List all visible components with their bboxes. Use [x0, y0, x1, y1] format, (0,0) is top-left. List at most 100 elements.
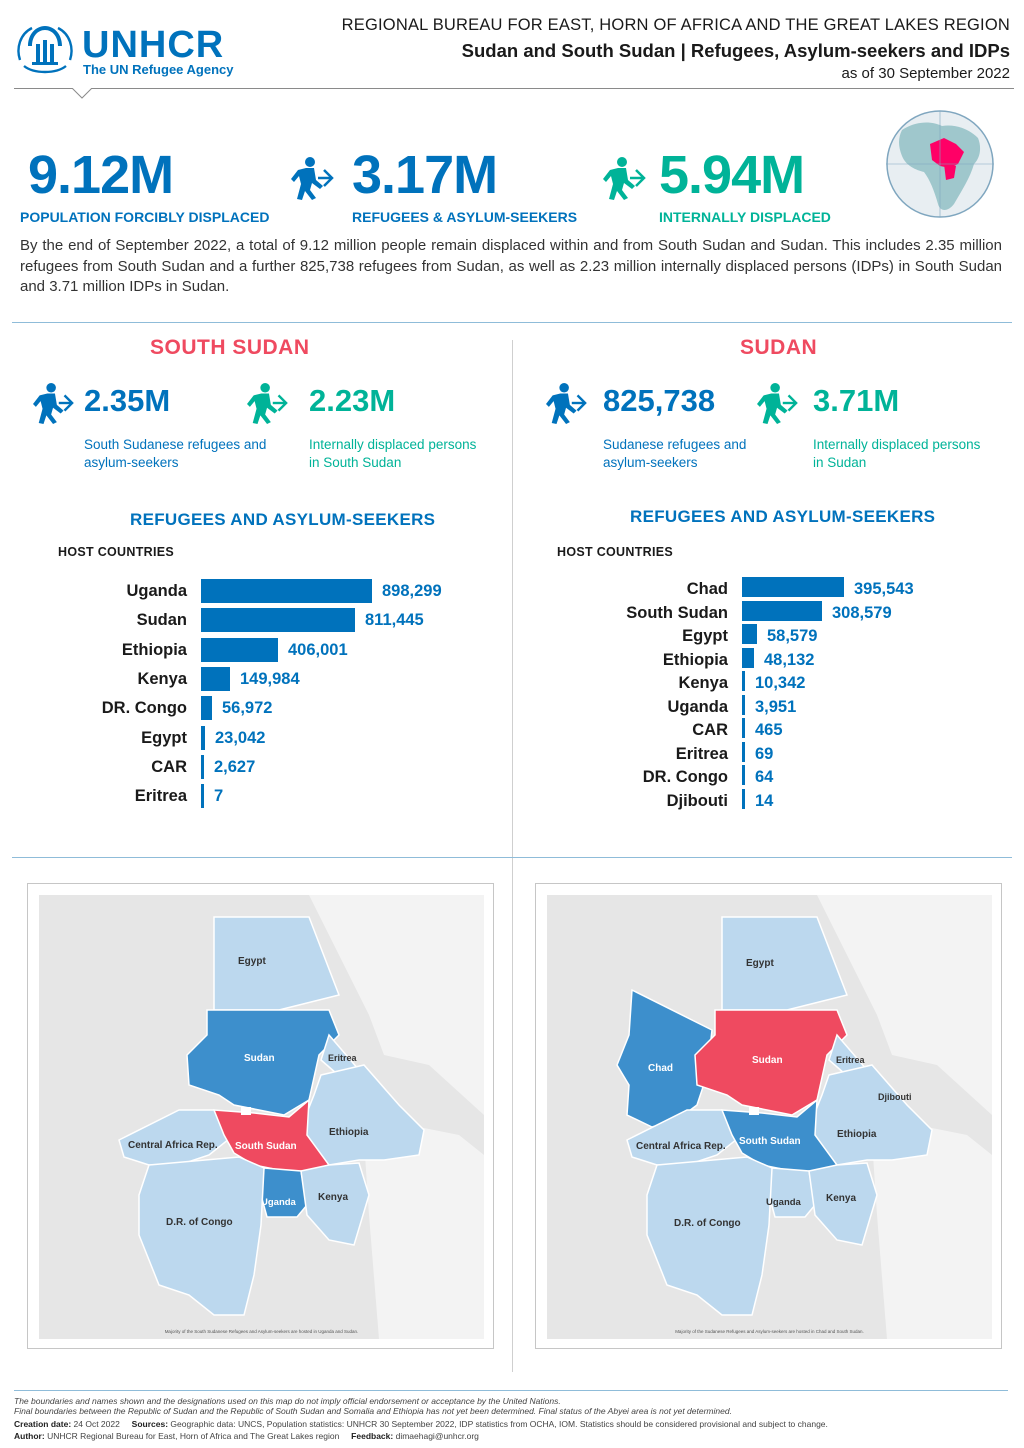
unhcr-logo: UNHCR The UN Refugee Agency [14, 22, 244, 78]
header-divider [14, 88, 1014, 89]
bar [201, 666, 230, 691]
sd-refugees-value: 825,738 [603, 383, 716, 418]
sd-idp-label-line2: in Sudan [813, 455, 867, 470]
footer-creation-label: Creation date: [14, 1419, 72, 1429]
logo-tagline: The UN Refugee Agency [83, 62, 234, 77]
bar [201, 725, 205, 750]
south-sudan-map-svg [39, 895, 484, 1339]
bar-value-label: 48,132 [764, 650, 815, 669]
kpi-refugees: 3.17M REFUGEES & ASYLUM-SEEKERS [352, 145, 577, 225]
ss-chart-title: REFUGEES AND ASYLUM-SEEKERS [130, 510, 436, 529]
footer-author: UNHCR Regional Bureau for East, Horn of … [47, 1431, 340, 1441]
bar [201, 579, 372, 603]
bar-label: DR. Congo [101, 699, 187, 718]
bar [742, 577, 844, 597]
sd-refugees-label-line1: Sudanese refugees and [603, 437, 747, 452]
kpi-refugees-value: 3.17M [352, 145, 498, 205]
bar-label: Djibouti [666, 791, 728, 810]
bar-label: Eritrea [134, 787, 187, 806]
ss-idp-value: 2.23M [309, 383, 396, 418]
kpi-refugees-label: REFUGEES & ASYLUM-SEEKERS [352, 209, 578, 225]
bar-value-label: 2,627 [214, 757, 256, 776]
ss-refugees-label-line2: asylum-seekers [84, 455, 179, 470]
bar [742, 600, 822, 621]
bar [742, 788, 745, 809]
africa-globe-icon [886, 110, 994, 218]
sd-refugees-label-line2: asylum-seekers [603, 455, 698, 470]
kpi-total-displaced: 9.12M POPULATION FORCIBLY DISPLACED [20, 145, 269, 225]
bar-value-label: 406,001 [288, 640, 348, 659]
footer-divider [14, 1390, 1008, 1391]
bar-value-label: 149,984 [240, 669, 300, 688]
column-divider [512, 340, 513, 1372]
map-right-label-chad: Chad [648, 1063, 673, 1074]
map-left-label-ethiopia: Ethiopia [329, 1127, 369, 1138]
bar-label: DR. Congo [642, 768, 728, 786]
kpi-idps: 5.94M INTERNALLY DISPLACED [659, 145, 831, 225]
bar [742, 647, 754, 668]
bar [742, 765, 745, 785]
ss-idp-label-line2: in South Sudan [309, 455, 402, 470]
ss-host-label: HOST COUNTRIES [58, 545, 175, 559]
bar-label: Egypt [682, 627, 728, 645]
ss-idp-icon [247, 382, 288, 424]
bar-value-label: 64 [755, 768, 774, 786]
map-left-label-eritrea: Eritrea [328, 1053, 357, 1063]
bar-label: Ethiopia [121, 640, 187, 659]
map-right-label-uganda: Uganda [766, 1197, 801, 1208]
bar-value-label: 811,445 [365, 611, 424, 630]
sd-refugees-label: Sudanese refugees and asylum-seekers [603, 436, 746, 472]
sd-idp-label-line1: Internally displaced persons [813, 437, 981, 452]
bar-label: Uganda [667, 697, 728, 716]
refugee-person-icon [291, 157, 334, 200]
map-left-label-drc: D.R. of Congo [166, 1217, 233, 1228]
kpi-total-value: 9.12M [28, 145, 174, 205]
footer-feedback: dimaehagi@unhcr.org [395, 1431, 479, 1441]
map-right-label-ethiopia: Ethiopia [837, 1129, 877, 1140]
footer-author-line: Author: UNHCR Regional Bureau for East, … [14, 1431, 479, 1441]
bar-value-label: 7 [214, 787, 224, 806]
sudan-map-svg [547, 895, 992, 1339]
bar [742, 718, 745, 738]
header: UNHCR The UN Refugee Agency REGIONAL BUR… [0, 0, 1024, 100]
footer-disclaimer-1: The boundaries and names shown and the d… [14, 1396, 561, 1406]
map-right-label-kenya: Kenya [826, 1193, 857, 1204]
bar-label: Kenya [678, 674, 728, 692]
map-right-label-car: Central Africa Rep. [636, 1141, 726, 1152]
footer-sources-label: Sources: [131, 1419, 169, 1429]
bar [742, 624, 757, 644]
bar [201, 696, 212, 721]
sudan-map: Egypt Chad Sudan Eritrea Djibouti Ethiop… [535, 883, 1002, 1349]
sudan-title: SUDAN [740, 336, 818, 359]
bar-value-label: 3,951 [755, 697, 797, 716]
south-sudan-map-canvas: Egypt Sudan Eritrea Ethiopia Central Afr… [39, 895, 484, 1339]
bar-value-label: 898,299 [382, 582, 442, 600]
bar-label: South Sudan [626, 603, 728, 622]
page-title: Sudan and South Sudan | Refugees, Asylum… [461, 40, 1010, 61]
kpi-idps-value: 5.94M [659, 145, 805, 205]
bar-value-label: 56,972 [222, 699, 273, 718]
bar-value-label: 14 [755, 791, 774, 810]
map-left-label-car: Central Africa Rep. [128, 1140, 218, 1151]
bar [201, 784, 204, 809]
footer-disclaimer-2: Final boundaries between the Republic of… [14, 1406, 732, 1416]
map-left-label-uganda: Uganda [261, 1197, 296, 1208]
sd-idp-icon [757, 382, 798, 424]
sudan-map-canvas: Egypt Chad Sudan Eritrea Djibouti Ethiop… [547, 895, 992, 1339]
footer-credits: Creation date: 24 Oct 2022 Sources: Geog… [14, 1419, 828, 1429]
bar-value-label: 69 [755, 744, 774, 763]
report-date: as of 30 September 2022 [841, 65, 1010, 82]
footer-author-label: Author: [14, 1431, 45, 1441]
sd-chart-title: REFUGEES AND ASYLUM-SEEKERS [630, 507, 936, 526]
bar-label: CAR [151, 757, 187, 776]
ss-refugee-icon [33, 382, 74, 424]
bar-label: Uganda [126, 582, 187, 600]
footer-creation-date: 24 Oct 2022 [73, 1419, 120, 1429]
map-left-label-egypt: Egypt [238, 956, 266, 967]
ss-refugees-label-line1: South Sudanese refugees and [84, 437, 267, 452]
map-right-label-djibouti: Djibouti [878, 1092, 912, 1102]
map-right-note: Majority of the Sudanese Refugees and As… [675, 1329, 864, 1334]
bar [201, 608, 355, 633]
sd-idp-label: Internally displaced persons in Sudan [813, 436, 980, 472]
ss-idp-label-line1: Internally displaced persons [309, 437, 477, 452]
